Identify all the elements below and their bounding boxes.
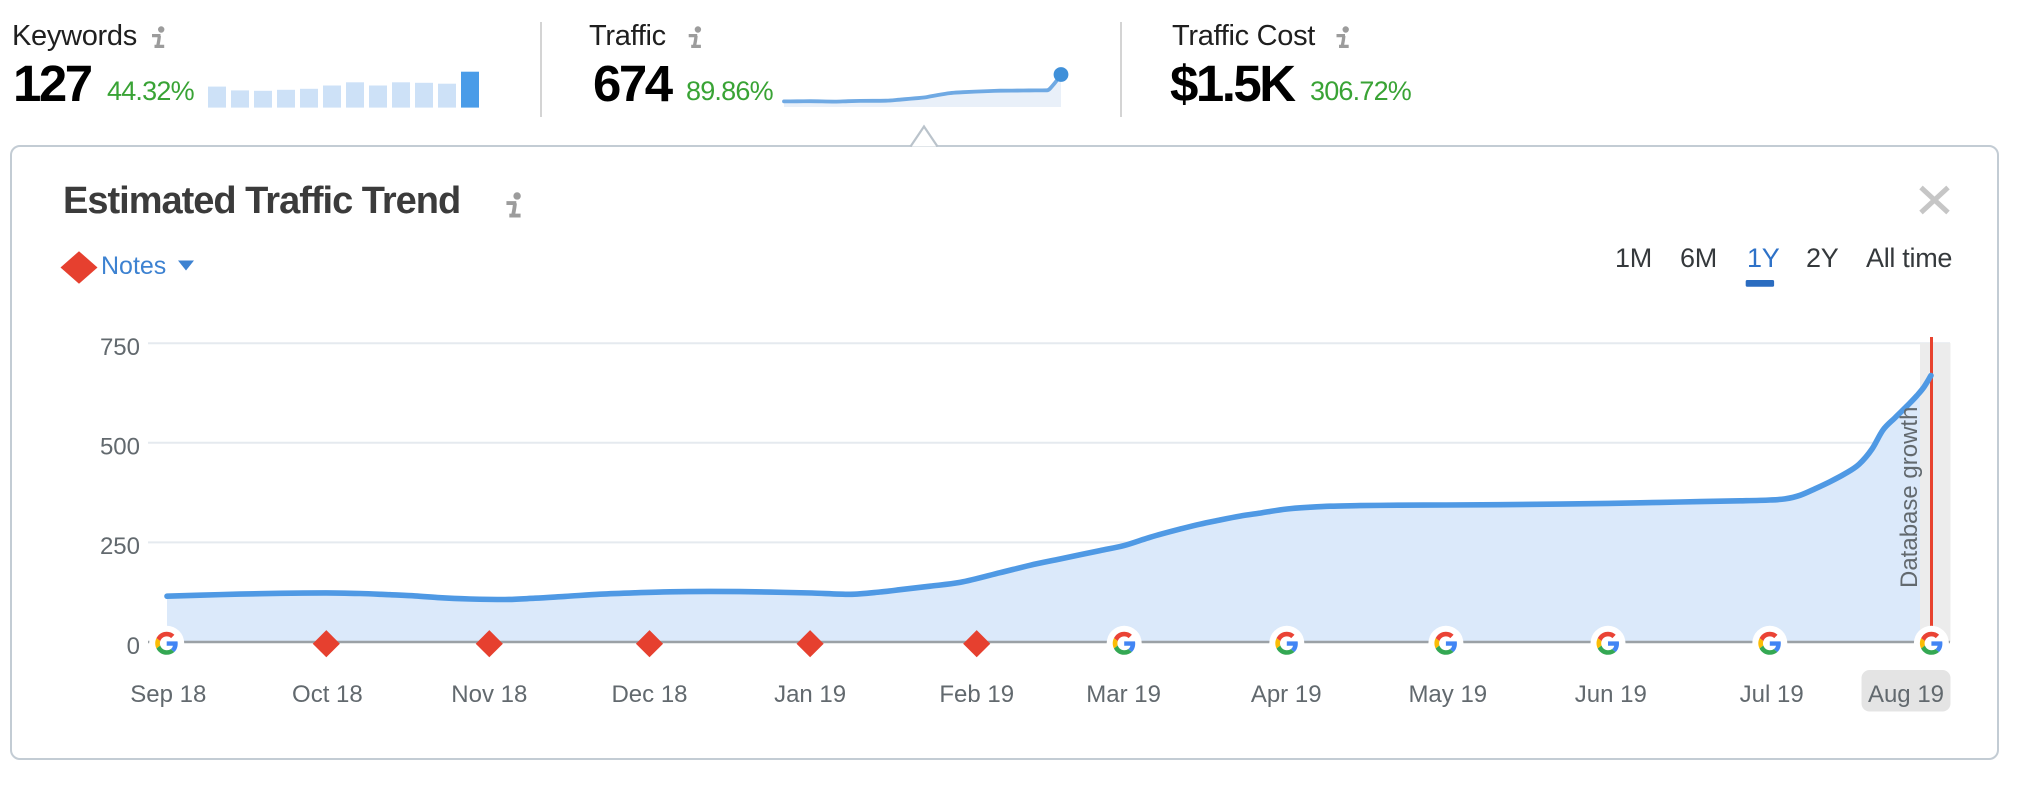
svg-text:Apr 19: Apr 19 bbox=[1251, 681, 1322, 708]
svg-text:Sep 18: Sep 18 bbox=[130, 681, 206, 708]
svg-text:Dec 18: Dec 18 bbox=[611, 681, 687, 708]
svg-text:500: 500 bbox=[100, 434, 140, 461]
svg-text:Aug 19: Aug 19 bbox=[1868, 681, 1944, 708]
svg-text:Oct 18: Oct 18 bbox=[292, 681, 363, 708]
svg-text:Jan 19: Jan 19 bbox=[774, 681, 846, 708]
svg-text:750: 750 bbox=[100, 334, 140, 361]
svg-text:Jul 19: Jul 19 bbox=[1740, 681, 1804, 708]
svg-text:0: 0 bbox=[127, 633, 140, 660]
svg-text:250: 250 bbox=[100, 533, 140, 560]
svg-text:Database growth: Database growth bbox=[1896, 407, 1923, 588]
svg-text:May 19: May 19 bbox=[1408, 681, 1487, 708]
svg-text:Feb 19: Feb 19 bbox=[939, 681, 1014, 708]
svg-text:Jun 19: Jun 19 bbox=[1575, 681, 1647, 708]
svg-text:Nov 18: Nov 18 bbox=[451, 681, 527, 708]
svg-text:Mar 19: Mar 19 bbox=[1086, 681, 1161, 708]
